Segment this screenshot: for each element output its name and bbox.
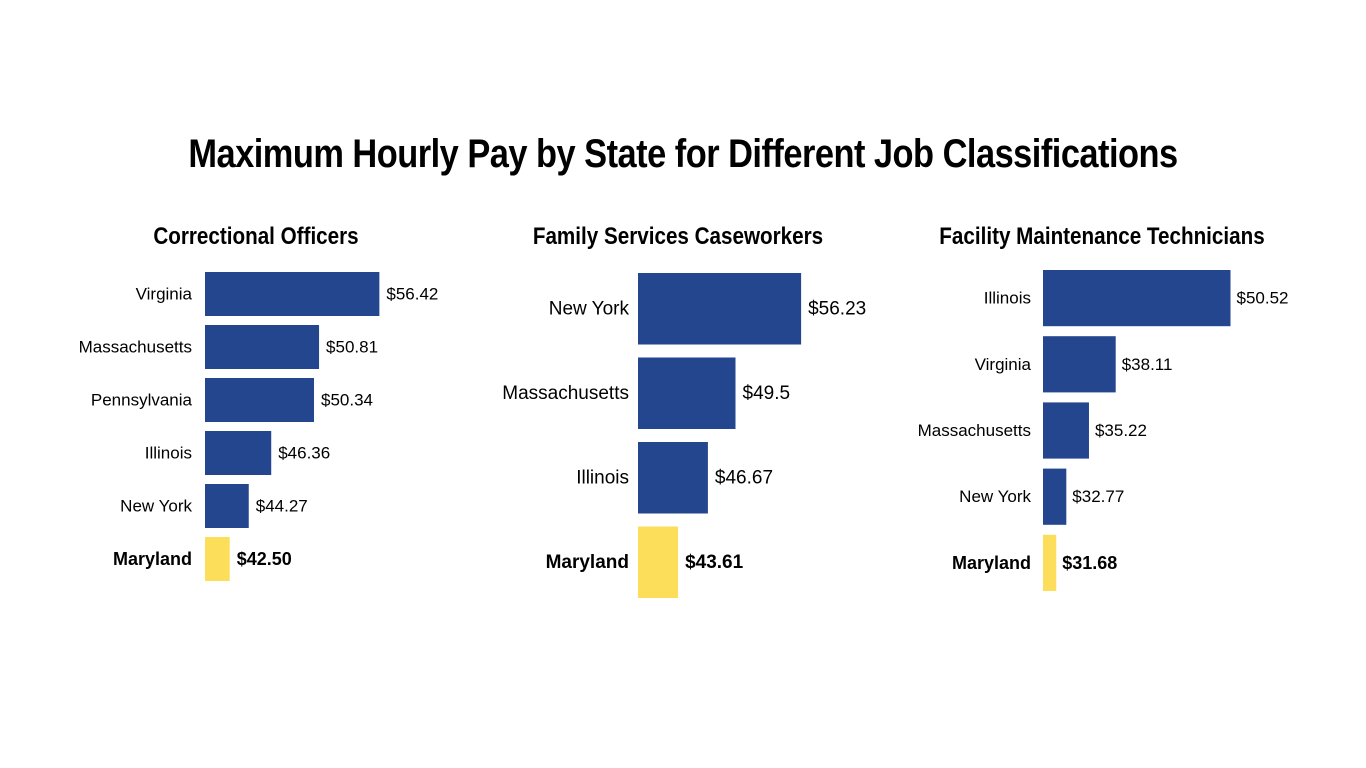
panel-title-correctional-officers: Correctional Officers (153, 223, 359, 250)
bar-pennsylvania (205, 378, 315, 422)
panel-title-family-services-caseworkers: Family Services Caseworkers (532, 223, 824, 250)
bar-illinois (638, 442, 708, 514)
bar-new-york (1043, 468, 1067, 525)
category-label-illinois: Illinois (145, 444, 192, 463)
value-label-new-york: $32.77 (1072, 487, 1124, 506)
bar-maryland (1043, 534, 1057, 591)
bar-maryland (205, 537, 230, 581)
bar-virginia (1043, 336, 1116, 393)
bar-maryland (638, 526, 679, 598)
bar-massachusetts (1043, 402, 1089, 459)
value-label-pennsylvania: $50.34 (321, 391, 373, 410)
value-label-illinois: $50.52 (1236, 289, 1288, 308)
category-label-massachusetts: Massachusetts (79, 338, 192, 357)
value-label-maryland: $43.61 (685, 552, 744, 573)
category-label-maryland: Maryland (546, 552, 629, 573)
value-label-illinois: $46.36 (278, 444, 330, 463)
value-label-virginia: $56.42 (386, 285, 438, 304)
category-label-pennsylvania: Pennsylvania (91, 391, 193, 410)
bar-massachusetts (638, 357, 736, 429)
category-label-maryland: Maryland (113, 549, 192, 569)
category-label-massachusetts: Massachusetts (502, 383, 629, 404)
category-label-new-york: New York (549, 298, 630, 319)
value-label-massachusetts: $49.5 (743, 383, 791, 404)
bar-new-york (638, 273, 802, 345)
bar-illinois (1043, 270, 1231, 327)
value-label-virginia: $38.11 (1122, 355, 1173, 374)
value-label-new-york: $44.27 (256, 497, 308, 516)
category-label-virginia: Virginia (136, 285, 193, 304)
value-label-massachusetts: $50.81 (326, 338, 378, 357)
value-label-maryland: $42.50 (237, 549, 292, 569)
category-label-virginia: Virginia (975, 355, 1032, 374)
category-label-massachusetts: Massachusetts (918, 421, 1031, 440)
main-title: Maximum Hourly Pay by State for Differen… (188, 132, 1178, 176)
category-label-new-york: New York (959, 487, 1031, 506)
category-label-new-york: New York (120, 497, 192, 516)
panel-title-facility-maintenance-technicians: Facility Maintenance Technicians (939, 223, 1265, 250)
value-label-maryland: $31.68 (1062, 553, 1117, 573)
value-label-new-york: $56.23 (808, 298, 866, 319)
bar-massachusetts (205, 325, 320, 369)
bar-virginia (205, 272, 380, 316)
category-label-illinois: Illinois (576, 467, 629, 488)
bar-new-york (205, 484, 249, 528)
bar-illinois (205, 431, 272, 475)
category-label-maryland: Maryland (952, 553, 1031, 573)
value-label-illinois: $46.67 (715, 467, 773, 488)
category-label-illinois: Illinois (984, 289, 1031, 308)
value-label-massachusetts: $35.22 (1095, 421, 1147, 440)
